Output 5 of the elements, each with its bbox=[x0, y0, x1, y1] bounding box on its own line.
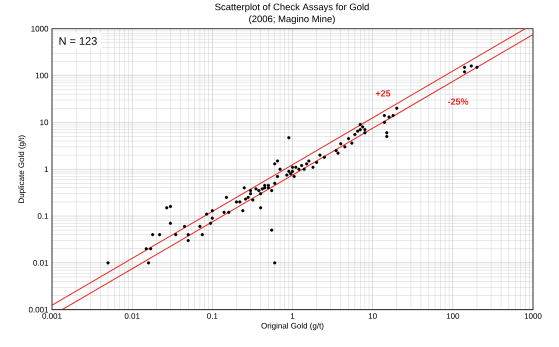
series-label: +25 bbox=[376, 90, 390, 97]
series-label: -25% bbox=[448, 98, 468, 105]
chart-subtitle: (2006; Magino Mine) bbox=[249, 15, 335, 24]
annotation: N = 123 bbox=[60, 37, 97, 46]
chart-title: Scatterplot of Check Assays for Gold bbox=[215, 3, 369, 12]
